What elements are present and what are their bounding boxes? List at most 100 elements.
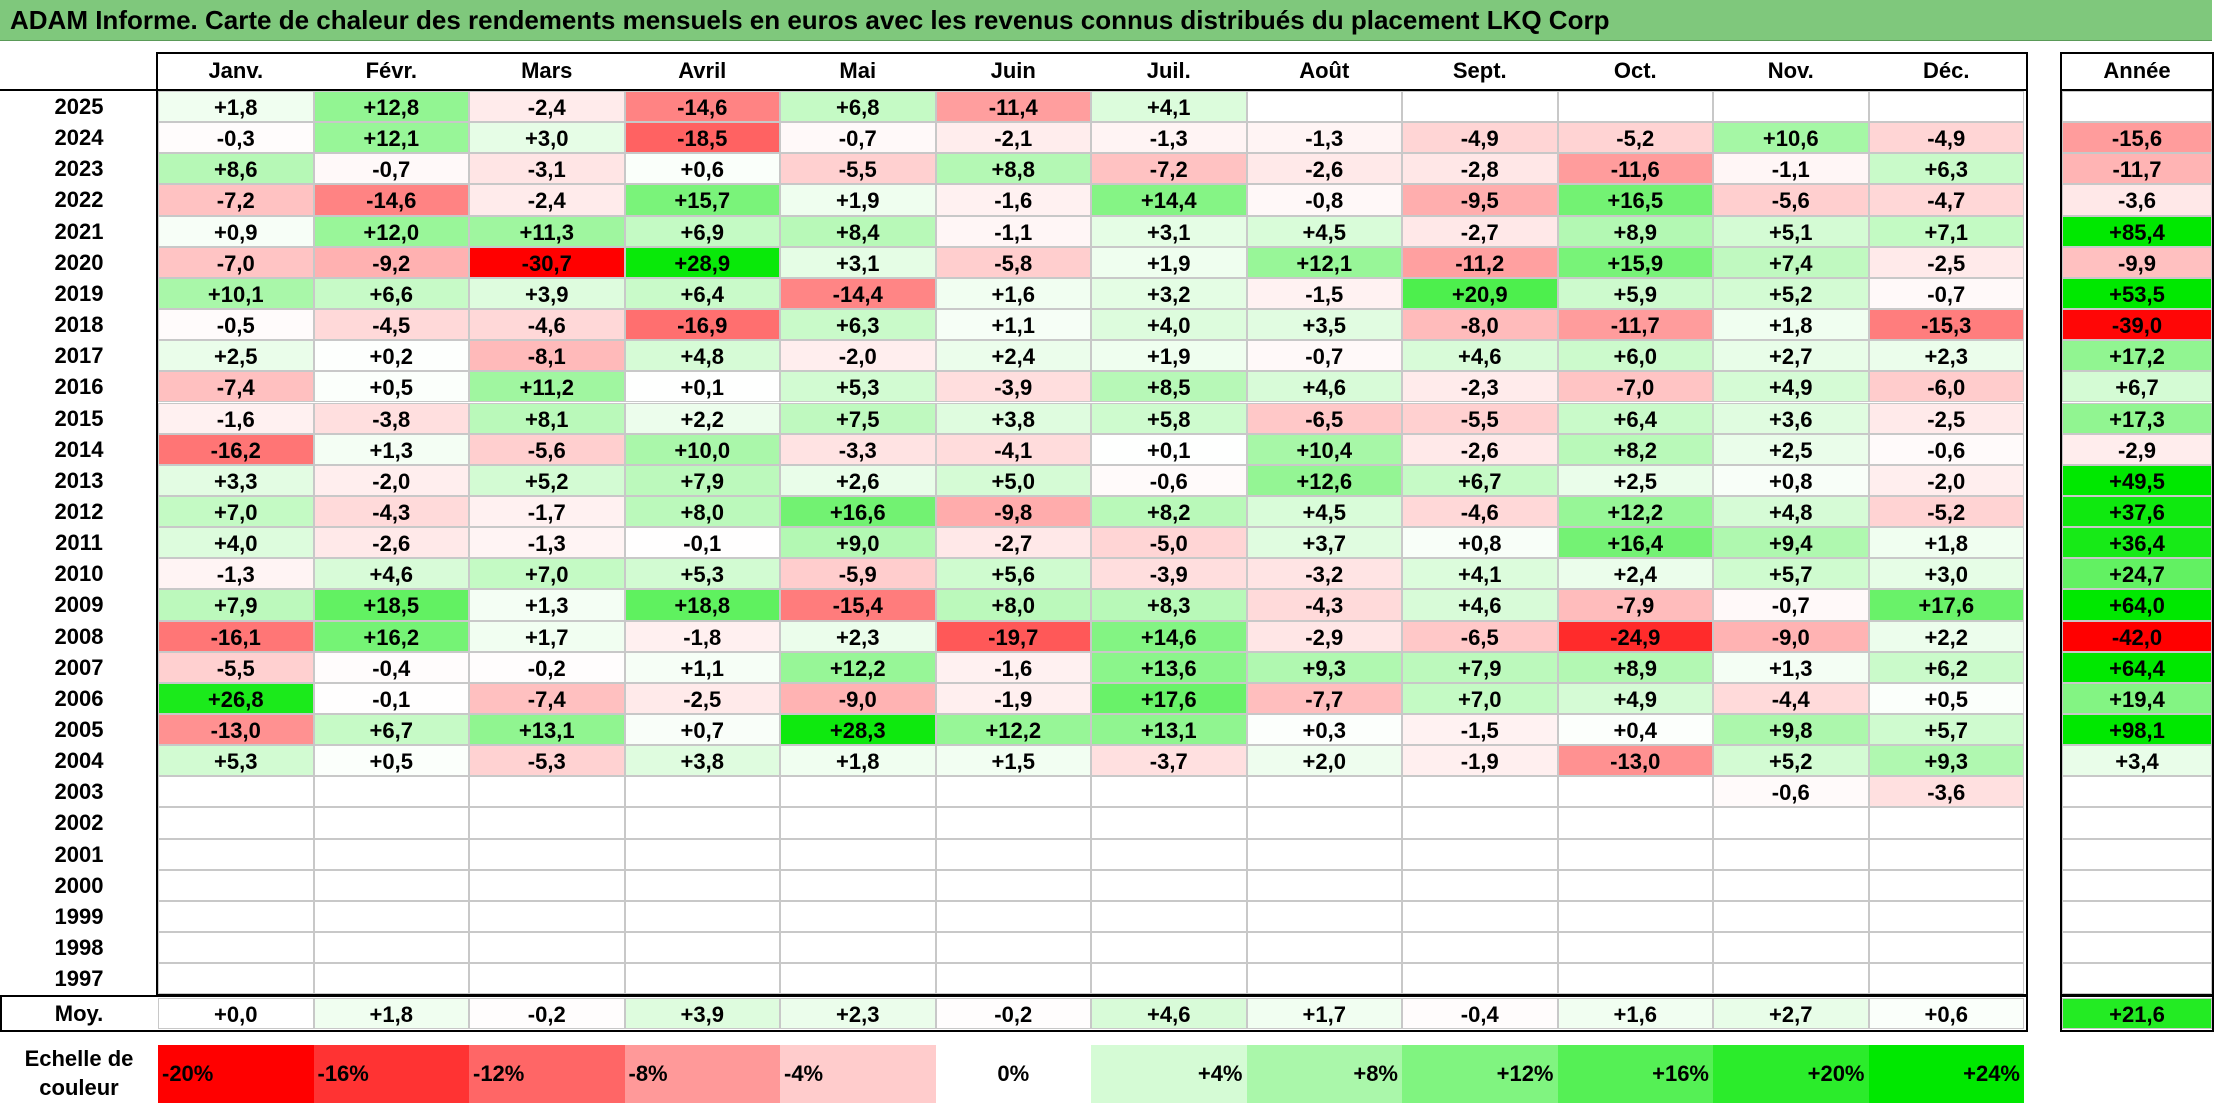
heatmap-cell: -2,6	[313, 527, 469, 559]
heatmap-cell: +9,4	[1713, 527, 1869, 559]
heatmap-cell: +7,9	[1402, 651, 1558, 683]
heatmap-cell	[1402, 900, 1558, 933]
heatmap-cell: +4,9	[1713, 371, 1869, 403]
heatmap-cell: -5,5	[1402, 402, 1558, 434]
heatmap-cell: -0,1	[313, 682, 469, 714]
annual-cell: +64,0	[2062, 589, 2212, 621]
heatmap-cell: -11,2	[1402, 246, 1558, 278]
heatmap-cell: -11,4	[935, 91, 1091, 123]
heatmap-cell: -0,7	[1713, 589, 1869, 621]
heatmap-cell: +0,3	[1246, 714, 1402, 746]
heatmap-cell: -2,4	[469, 91, 625, 123]
heatmap-cell: -4,7	[1868, 184, 2024, 216]
color-scale-stop: -8%	[624, 1045, 780, 1103]
year-label: 2007	[54, 654, 104, 680]
heatmap-cell: -1,3	[158, 558, 314, 590]
heatmap-cell	[935, 776, 1091, 808]
heatmap-cell: +8,1	[469, 402, 625, 434]
heatmap-cell: +8,6	[158, 153, 314, 185]
color-scale-stop: +4%	[1091, 1045, 1247, 1103]
heatmap-cell: -4,5	[313, 309, 469, 341]
annual-cell: -11,7	[2062, 153, 2212, 185]
heatmap-cell	[1557, 900, 1713, 933]
heatmap-cell: +14,6	[1091, 620, 1247, 652]
heatmap-cell: +4,1	[1091, 91, 1247, 123]
color-scale-stop: -16%	[313, 1045, 469, 1103]
heatmap-cell: +11,3	[469, 215, 625, 247]
heatmap-cell	[1557, 932, 1713, 964]
heatmap-cell: +4,5	[1246, 215, 1402, 247]
heatmap-cell: +8,0	[935, 589, 1091, 621]
year-label: 2014	[54, 436, 104, 462]
heatmap-cell: -4,6	[1402, 495, 1558, 528]
heatmap-cell	[1091, 963, 1247, 995]
heatmap-cell	[1402, 932, 1558, 964]
heatmap-cell	[1402, 838, 1558, 870]
heatmap-cell	[1713, 900, 1869, 933]
heatmap-cell: -1,6	[935, 651, 1091, 683]
heatmap-cell: +1,1	[624, 651, 780, 683]
heatmap-cell: +0,1	[1091, 433, 1247, 465]
annual-cell	[2062, 807, 2212, 839]
title-bar: ADAM Informe. Carte de chaleur des rende…	[0, 0, 2212, 41]
heatmap-cell: -1,5	[1246, 277, 1402, 310]
heatmap-cell	[313, 932, 469, 964]
heatmap-cell: +28,3	[780, 714, 936, 746]
heatmap-cell: -7,4	[158, 371, 314, 403]
heatmap-cell: +3,3	[158, 464, 314, 496]
year-label: 2019	[54, 280, 104, 306]
heatmap-cell: +5,9	[1557, 277, 1713, 310]
year-label: 2001	[54, 841, 104, 867]
heatmap-cell: -5,5	[780, 153, 936, 185]
heatmap-cell: +1,8	[1713, 309, 1869, 341]
color-scale-stop: +20%	[1713, 1045, 1869, 1103]
heatmap-cell: -16,2	[158, 433, 314, 465]
heatmap-cell: -5,8	[935, 246, 1091, 278]
year-label: 2011	[55, 530, 103, 556]
heatmap-cell: +11,2	[469, 371, 625, 403]
heatmap-cell	[1713, 963, 1869, 995]
heatmap-cell: -1,6	[158, 402, 314, 434]
heatmap-cell	[313, 869, 469, 901]
heatmap-cell: +10,0	[624, 433, 780, 465]
heatmap-cell: +10,4	[1246, 433, 1402, 465]
heatmap-cell	[158, 838, 314, 870]
heatmap-cell	[158, 807, 314, 839]
heatmap-cell: +0,6	[624, 153, 780, 185]
heatmap-cell	[1091, 869, 1247, 901]
heatmap-cell: -2,9	[1246, 620, 1402, 652]
heatmap-cell: -6,0	[1868, 371, 2024, 403]
heatmap-cell: -7,7	[1246, 682, 1402, 714]
heatmap-cell: +0,8	[1402, 527, 1558, 559]
year-label: 2004	[54, 748, 104, 774]
annual-cell: +17,2	[2062, 340, 2212, 372]
heatmap-cell: +6,7	[313, 714, 469, 746]
average-cell: +0,0	[158, 998, 314, 1029]
heatmap-cell	[158, 932, 314, 964]
heatmap-cell: +3,8	[624, 745, 780, 777]
heatmap-cell	[935, 963, 1091, 995]
month-header: Févr.	[365, 58, 417, 83]
heatmap-cell: -3,7	[1091, 745, 1247, 777]
heatmap-cell: +2,4	[1557, 558, 1713, 590]
month-header: Sept.	[1452, 58, 1507, 83]
heatmap-cell: -3,8	[313, 402, 469, 434]
heatmap-cell: +7,9	[158, 589, 314, 621]
heatmap-cell: -0,7	[1868, 277, 2024, 310]
heatmap-cell: +0,2	[313, 340, 469, 372]
heatmap-cell: +8,8	[935, 153, 1091, 185]
average-cell: +3,9	[624, 998, 780, 1029]
year-label: 2009	[54, 592, 104, 618]
heatmap-cell: +16,2	[313, 620, 469, 652]
heatmap-cell: +7,0	[1402, 682, 1558, 714]
heatmap-cell	[935, 838, 1091, 870]
heatmap-cell: +2,2	[1868, 620, 2024, 652]
heatmap-cell: +6,9	[624, 215, 780, 247]
annual-cell: +24,7	[2062, 558, 2212, 590]
month-header: Nov.	[1767, 58, 1814, 83]
average-label: Moy.	[54, 1001, 104, 1026]
annual-cell: +53,5	[2062, 277, 2212, 310]
heatmap-cell: -2,8	[1402, 153, 1558, 185]
heatmap-cell	[1868, 91, 2024, 123]
heatmap-cell	[1246, 776, 1402, 808]
